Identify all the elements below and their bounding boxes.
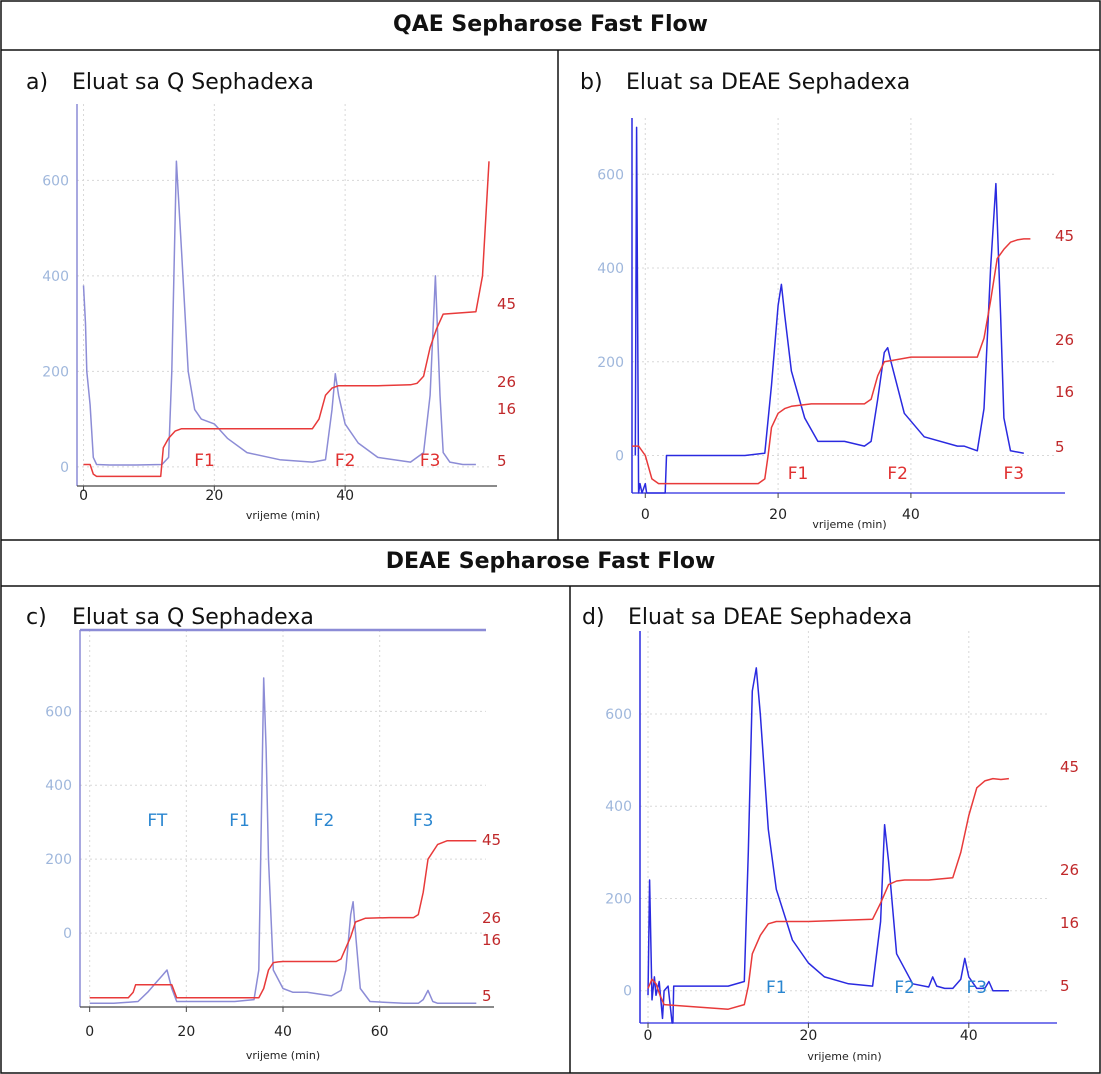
panel-c-letter: c) [26, 605, 47, 630]
y-tick-label: 0 [63, 926, 72, 942]
right-scale-label: 45 [1060, 758, 1079, 776]
x-axis-label: vrijeme (min) [807, 1050, 881, 1063]
fraction-label: F1 [788, 464, 809, 484]
uv-absorbance-line [634, 126, 1024, 494]
chart-panel-b: 0 200 400 600 0 20 40 vrijeme (min) 45 26 16 5 F1 F2 F… [597, 118, 1074, 531]
right-scale-label: 45 [497, 295, 516, 313]
x-tick-label: 0 [641, 507, 650, 523]
fraction-label: F3 [1004, 464, 1025, 484]
x-tick-label: 20 [205, 488, 223, 504]
chart-panel-a: 0 200 400 600 0 20 40 vrijeme (min) 45 26 16 5 F1 F2 F… [42, 104, 516, 522]
uv-absorbance-line [82, 160, 476, 466]
y-tick-label: 0 [60, 460, 69, 476]
right-scale-label: 26 [1055, 331, 1074, 349]
y-tick-label: 400 [45, 778, 72, 794]
x-tick-label: 0 [79, 488, 88, 504]
conductivity-line [83, 161, 490, 478]
x-tick-label: 40 [960, 1028, 978, 1044]
right-scale-label: 26 [482, 909, 501, 927]
uv-absorbance-line [89, 677, 477, 1005]
right-scale-label: 5 [1060, 977, 1070, 995]
y-tick-label: 600 [42, 173, 69, 189]
x-tick-label: 60 [371, 1024, 389, 1040]
right-scale-label: 5 [1055, 438, 1065, 456]
x-tick-label: 20 [799, 1028, 817, 1044]
panel-d-title: d) Eluat sa DEAE Sephadexa [582, 605, 912, 630]
panel-d-label: Eluat sa DEAE Sephadexa [628, 605, 913, 630]
x-axis-label: vrijeme (min) [246, 509, 320, 522]
y-tick-label: 0 [615, 449, 624, 465]
x-tick-label: 40 [902, 507, 920, 523]
panel-a-letter: a) [26, 70, 49, 95]
panel-a-title: a) Eluat sa Q Sephadexa [26, 70, 314, 95]
panel-b-label: Eluat sa DEAE Sephadexa [626, 70, 911, 95]
x-tick-label: 0 [85, 1024, 94, 1040]
panel-d-letter: d) [582, 605, 605, 630]
x-tick-label: 20 [769, 507, 787, 523]
y-tick-label: 400 [597, 261, 624, 277]
y-tick-label: 200 [42, 364, 69, 380]
fraction-label: F3 [967, 978, 988, 998]
y-tick-label: 200 [597, 355, 624, 371]
chart-panel-c: 0 200 400 600 0 20 40 60 vrijeme (min) 45 26 16 5 FT F… [45, 628, 501, 1062]
y-tick-label: 600 [597, 167, 624, 183]
section-header-qae: QAE Sepharose Fast Flow [393, 12, 708, 37]
conductivity-line [632, 238, 1031, 485]
right-scale-label: 5 [497, 452, 507, 470]
x-tick-label: 40 [336, 488, 354, 504]
panel-b-title: b) Eluat sa DEAE Sephadexa [580, 70, 910, 95]
x-axis-label: vrijeme (min) [812, 518, 886, 531]
uv-absorbance-line [647, 667, 1009, 1024]
panel-b-letter: b) [580, 70, 603, 95]
x-tick-label: 0 [644, 1028, 653, 1044]
chart-panel-d: 0 200 400 600 0 20 40 vrijeme (min) 45 26 16 5 F1 F2 F… [605, 631, 1079, 1063]
conductivity-line [647, 777, 1009, 1010]
y-tick-label: 600 [605, 707, 632, 723]
panel-c-label: Eluat sa Q Sephadexa [72, 605, 314, 630]
conductivity-line [89, 839, 477, 999]
y-tick-label: 200 [605, 891, 632, 907]
y-tick-label: 200 [45, 852, 72, 868]
fraction-label: FT [147, 811, 167, 831]
fraction-label: F2 [335, 451, 356, 471]
right-scale-label: 16 [1055, 383, 1074, 401]
y-tick-label: 400 [42, 269, 69, 285]
x-tick-label: 40 [274, 1024, 292, 1040]
fraction-label: F1 [194, 451, 215, 471]
y-tick-label: 0 [623, 984, 632, 1000]
fraction-label: F3 [420, 451, 441, 471]
right-scale-label: 16 [497, 400, 516, 418]
x-tick-label: 20 [177, 1024, 195, 1040]
right-scale-label: 16 [1060, 914, 1079, 932]
right-scale-label: 26 [1060, 861, 1079, 879]
panel-c-title: c) Eluat sa Q Sephadexa [26, 605, 314, 630]
right-scale-label: 26 [497, 373, 516, 391]
right-scale-label: 5 [482, 987, 492, 1005]
right-scale-label: 45 [482, 831, 501, 849]
fraction-label: F2 [887, 464, 908, 484]
right-scale-label: 16 [482, 931, 501, 949]
fraction-label: F2 [894, 978, 915, 998]
fraction-label: F1 [766, 978, 787, 998]
fraction-label: F1 [229, 811, 250, 831]
section-header-deae: DEAE Sepharose Fast Flow [385, 549, 716, 574]
fraction-label: F2 [314, 811, 335, 831]
panel-a-label: Eluat sa Q Sephadexa [72, 70, 314, 95]
y-tick-label: 400 [605, 799, 632, 815]
x-axis-label: vrijeme (min) [246, 1049, 320, 1062]
y-tick-label: 600 [45, 704, 72, 720]
right-scale-label: 45 [1055, 227, 1074, 245]
fraction-label: F3 [413, 811, 434, 831]
